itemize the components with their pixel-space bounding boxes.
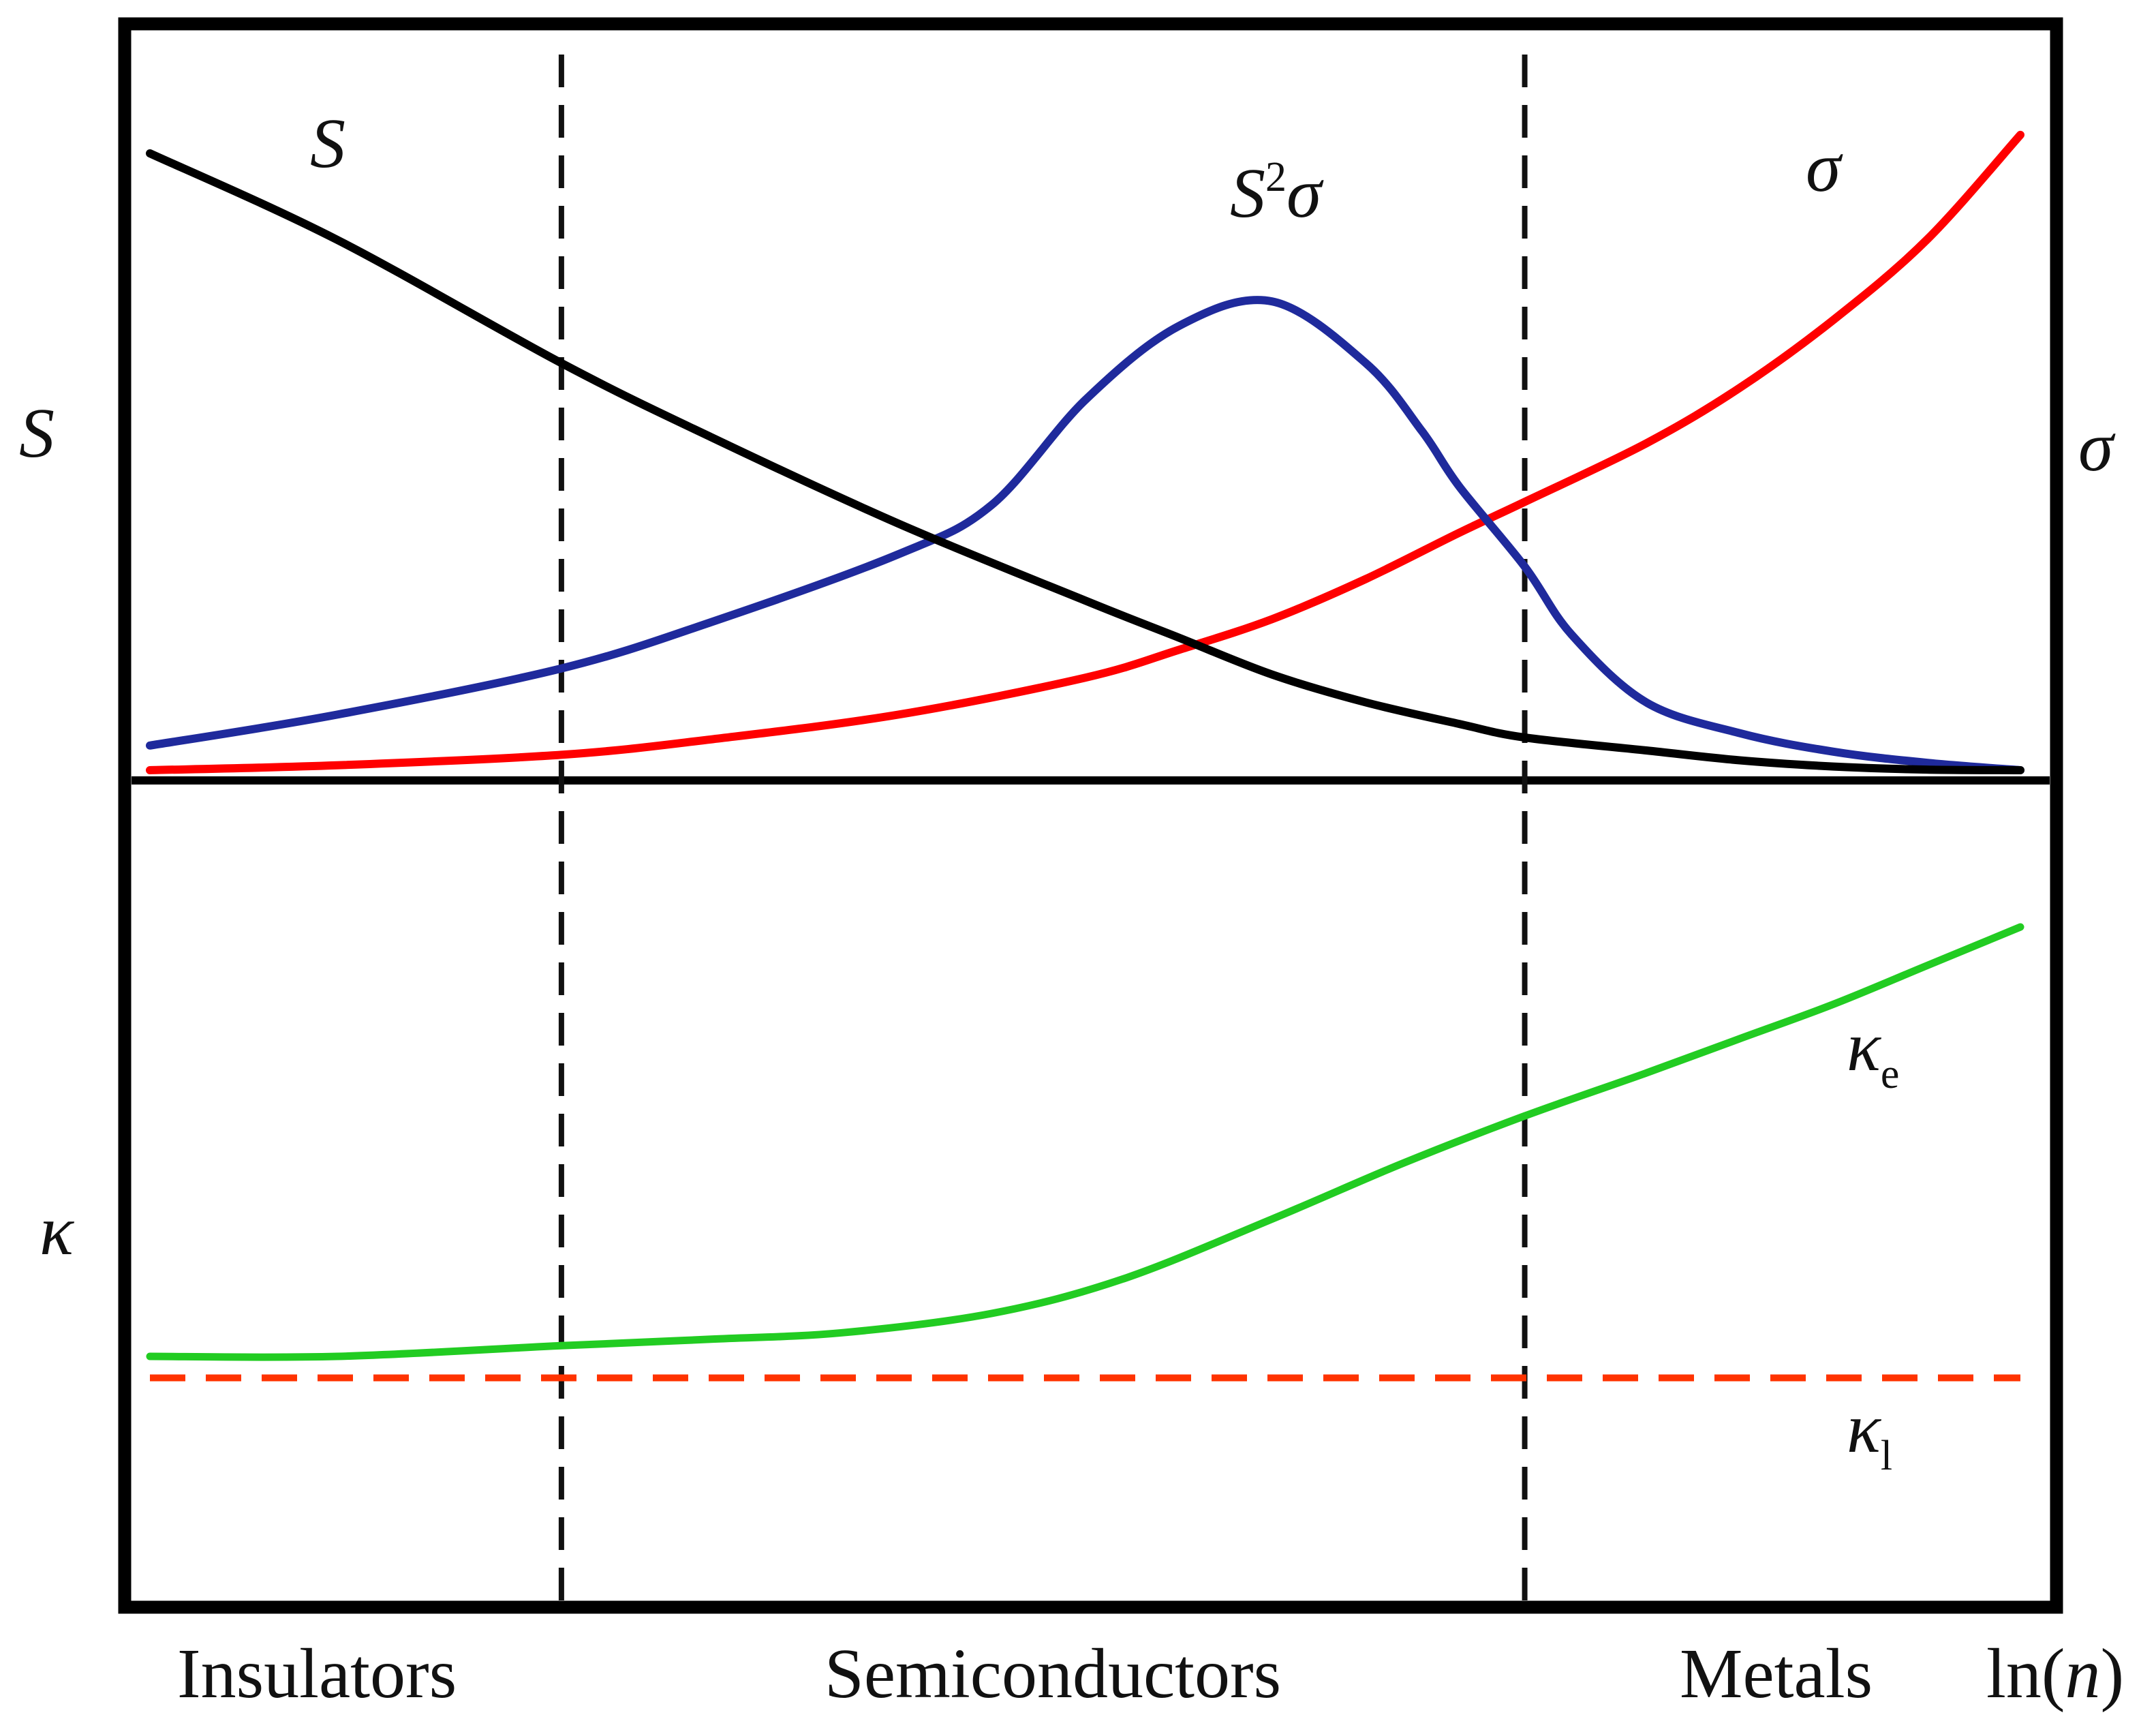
label-power-factor-sup: 2	[1265, 154, 1287, 200]
kappa-e-series-line	[146, 923, 2024, 1361]
x-axis-label-close: )	[2101, 1634, 2125, 1713]
label-power-factor: S2σ	[1230, 154, 1324, 232]
power-factor-series-line	[146, 296, 2024, 774]
label-power-factor-base: S	[1230, 154, 1265, 232]
seebeck-series-line	[146, 149, 2024, 774]
label-sigma: σ	[1806, 128, 1843, 207]
x-axis-label: ln(n)	[1986, 1634, 2124, 1713]
region-label-insulators: Insulators	[177, 1634, 457, 1713]
x-axis-label-var: n	[2065, 1634, 2101, 1713]
y-label-sigma: σ	[2078, 408, 2116, 486]
label-kappa-l-base: κ	[1847, 1389, 1882, 1467]
label-kappa-e-sub: e	[1881, 1051, 1900, 1097]
region-label-semiconductors: Semiconductors	[825, 1634, 1281, 1713]
y-label-seebeck: S	[19, 394, 55, 472]
label-kappa-l: κl	[1847, 1389, 1892, 1479]
sigma-series-line	[146, 130, 2024, 774]
label-kappa-l-sub: l	[1881, 1433, 1892, 1479]
label-power-factor-tail: σ	[1287, 154, 1324, 232]
plot-frame	[118, 17, 2063, 1614]
y-label-kappa: κ	[40, 1191, 75, 1270]
label-seebeck: S	[310, 104, 345, 183]
label-kappa-e-base: κ	[1847, 1007, 1882, 1086]
x-axis-label-fn: ln(	[1986, 1634, 2065, 1713]
region-label-metals: Metals	[1680, 1634, 1873, 1713]
label-kappa-e: κe	[1847, 1007, 1899, 1097]
